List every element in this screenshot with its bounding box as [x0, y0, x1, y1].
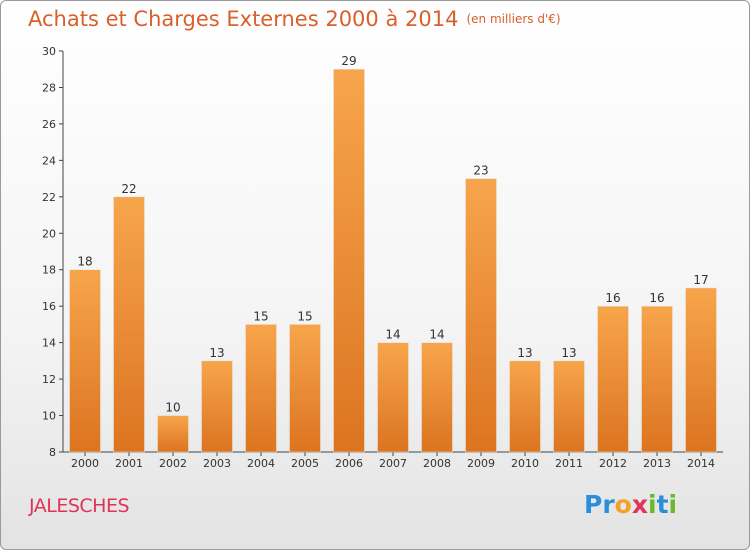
- bar: [333, 68, 365, 453]
- bar-value-label: 13: [561, 346, 576, 360]
- logo-letter: r: [602, 490, 615, 519]
- x-tick-label: 2006: [335, 457, 363, 470]
- y-tick-label: 10: [42, 410, 56, 423]
- logo-letter: o: [614, 490, 632, 519]
- x-tick-label: 2008: [423, 457, 451, 470]
- bar: [289, 324, 321, 453]
- y-tick-label: 30: [42, 45, 56, 58]
- proxiti-logo[interactable]: Proxiti: [584, 490, 677, 519]
- y-tick-label: 26: [42, 118, 56, 131]
- bar: [157, 415, 189, 453]
- x-tick-label: 2011: [555, 457, 583, 470]
- y-tick-label: 20: [42, 227, 56, 240]
- chart-title: Achats et Charges Externes 2000 à 2014 (e…: [28, 7, 561, 31]
- bar: [509, 360, 541, 453]
- axes: 8 10 12 14 16 18 20 22 24 26 28 30 2000 2001 2002 2003 2…: [42, 45, 723, 470]
- chart-title-text: Achats et Charges Externes 2000 à 2014: [28, 7, 459, 31]
- bar-value-label: 22: [121, 182, 136, 196]
- bar-value-label: 16: [605, 291, 620, 305]
- x-tick-label: 2012: [599, 457, 627, 470]
- bar-value-label: 13: [517, 346, 532, 360]
- y-tick-label: 12: [42, 373, 56, 386]
- bar-value-label: 15: [297, 309, 312, 323]
- x-tick-label: 2004: [247, 457, 275, 470]
- bar-value-label: 23: [473, 164, 488, 178]
- bars: 18 22 10 13 15 15 29 14 14 23 13 13 16 16 17: [69, 54, 717, 453]
- bar: [113, 196, 145, 453]
- bar: [421, 342, 453, 453]
- y-tick-label: 8: [49, 446, 56, 459]
- x-tick-label: 2005: [291, 457, 319, 470]
- y-tick-label: 16: [42, 300, 56, 313]
- bar: [641, 305, 673, 453]
- bar: [597, 305, 629, 453]
- logo-letter: i: [668, 490, 678, 519]
- x-tick-label: 2001: [115, 457, 143, 470]
- x-tick-label: 2013: [643, 457, 671, 470]
- x-tick-label: 2003: [203, 457, 231, 470]
- bar-value-label: 10: [165, 401, 180, 415]
- x-tick-label: 2014: [687, 457, 715, 470]
- bar-value-label: 29: [341, 54, 356, 68]
- x-tick-label: 2009: [467, 457, 495, 470]
- x-tick-label: 2002: [159, 457, 187, 470]
- bar: [245, 324, 277, 453]
- y-tick-label: 14: [42, 337, 56, 350]
- chart-unit: (en milliers d'€): [466, 12, 561, 26]
- y-tick-label: 28: [42, 81, 56, 94]
- bar-value-label: 18: [77, 255, 92, 269]
- bar: [465, 178, 497, 453]
- logo-letter: x: [631, 490, 648, 519]
- bar-value-label: 16: [649, 291, 664, 305]
- logo-letter: i: [648, 490, 657, 519]
- y-tick-label: 22: [42, 191, 56, 204]
- bar: [553, 360, 585, 453]
- y-tick-label: 18: [42, 264, 56, 277]
- x-tick-label: 2010: [511, 457, 539, 470]
- y-tick-label: 24: [42, 154, 56, 167]
- bar: [69, 269, 101, 453]
- bar-value-label: 17: [693, 273, 708, 287]
- logo-letter: t: [656, 490, 669, 519]
- bar: [377, 342, 409, 453]
- bar-value-label: 13: [209, 346, 224, 360]
- x-tick-label: 2007: [379, 457, 407, 470]
- bar: [685, 287, 717, 453]
- commune-name: JALESCHES: [29, 495, 130, 517]
- logo-letter: P: [584, 490, 603, 519]
- bar-value-label: 14: [429, 328, 444, 342]
- bar-value-label: 14: [385, 328, 400, 342]
- bar-value-label: 15: [253, 309, 268, 323]
- x-tick-label: 2000: [71, 457, 99, 470]
- bar: [201, 360, 233, 453]
